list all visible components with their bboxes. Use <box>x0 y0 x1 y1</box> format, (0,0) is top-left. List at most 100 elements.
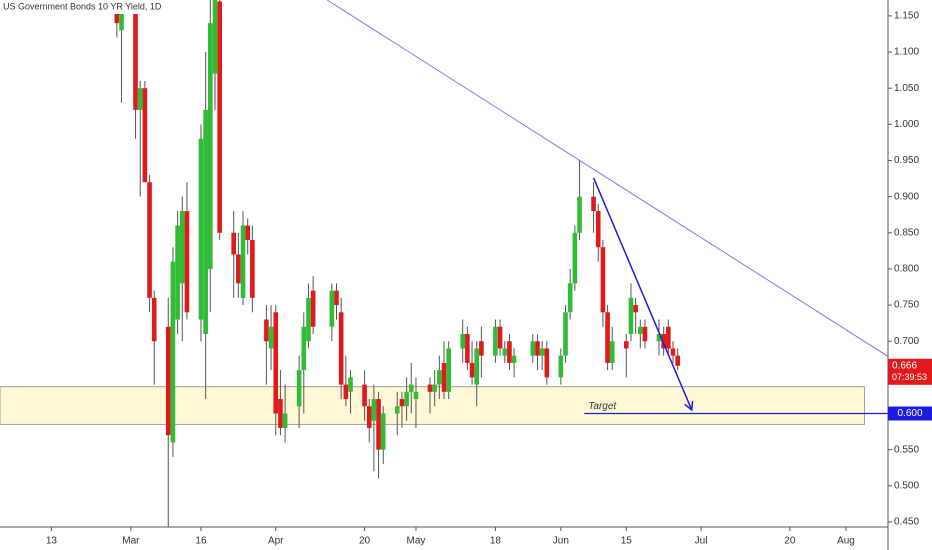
candle-body <box>675 355 680 366</box>
x-tick-label: 18 <box>490 536 502 547</box>
candle-body <box>203 109 208 334</box>
candle-body <box>479 341 484 356</box>
y-tick-label: 1.050 <box>894 83 919 94</box>
candle-body <box>600 247 606 313</box>
candle-body <box>273 312 279 414</box>
candle-body <box>591 196 596 212</box>
candle-body <box>394 406 400 414</box>
candle-body <box>212 0 218 74</box>
target-price-label: 0.600 <box>897 408 922 419</box>
candle-body <box>310 290 316 327</box>
candle-body <box>637 326 643 334</box>
candle-body <box>437 370 442 385</box>
candle-body <box>413 391 419 400</box>
candle-body <box>656 333 662 342</box>
candle-body <box>371 399 377 421</box>
x-tick-label: 13 <box>46 536 58 547</box>
candle-body <box>264 319 269 342</box>
x-tick-label: Jul <box>695 536 708 547</box>
candle-body <box>151 297 157 342</box>
candle-body <box>170 261 176 443</box>
candle-body <box>661 333 666 349</box>
y-tick-label: 0.950 <box>894 155 919 166</box>
candle-body <box>165 326 171 436</box>
candle-body <box>362 384 367 407</box>
title-bg <box>0 0 138 14</box>
candle-body <box>179 211 185 284</box>
y-tick-label: 1.000 <box>894 119 919 130</box>
candle-body <box>460 333 465 349</box>
x-tick-label: 15 <box>621 536 633 547</box>
y-tick-label: 0.750 <box>894 300 919 311</box>
y-tick-label: 0.900 <box>894 191 919 202</box>
candle-body <box>605 312 610 363</box>
chart-title: US Government Bonds 10 YR Yield, 1D <box>3 1 162 11</box>
candle-body <box>119 8 124 31</box>
y-tick-label: 1.150 <box>894 11 919 22</box>
x-tick-label: May <box>407 536 426 547</box>
candle-body <box>175 225 180 320</box>
y-tick-label: 1.100 <box>894 47 919 58</box>
arrow <box>592 177 693 411</box>
candle-body <box>465 333 470 363</box>
y-tick-label: 0.500 <box>894 480 919 491</box>
candle-body <box>577 196 582 233</box>
candle-body <box>567 283 573 313</box>
candle-body <box>343 384 349 400</box>
candle-body <box>301 326 307 371</box>
candle-body <box>441 362 447 392</box>
candle-body <box>469 362 475 378</box>
x-tick-label: 20 <box>359 536 371 547</box>
candle-body <box>198 138 204 320</box>
candle-body <box>240 225 246 298</box>
candle-body <box>558 355 564 378</box>
candle-body <box>609 341 615 363</box>
candle-body <box>670 348 676 356</box>
candle-body <box>366 406 372 428</box>
last-price-box <box>888 358 932 385</box>
candle-body <box>507 341 512 363</box>
candle-body <box>376 399 381 450</box>
x-tick-label: Apr <box>268 536 284 547</box>
plot-area <box>0 0 888 527</box>
candle-body <box>511 355 517 363</box>
candle-body <box>231 232 236 255</box>
candle-body <box>474 348 480 385</box>
candle-body <box>348 377 353 392</box>
candle-body <box>236 254 241 284</box>
y-tick-label: 0.800 <box>894 264 919 275</box>
candle-body <box>493 326 498 356</box>
candle-body <box>642 326 648 342</box>
candle-body <box>217 1 222 233</box>
candle-body <box>334 290 339 306</box>
arrow-head <box>684 400 694 412</box>
x-tick-label: Mar <box>122 536 140 547</box>
candle-body <box>633 305 638 313</box>
x-tick-label: 16 <box>195 536 207 547</box>
candle-body <box>245 225 251 241</box>
candle-body <box>427 384 433 392</box>
candle-body <box>208 23 213 269</box>
candle-body <box>535 341 540 356</box>
trendline <box>326 0 888 357</box>
y-tick-label: 0.850 <box>894 227 919 238</box>
y-tick-label: 0.700 <box>894 336 919 347</box>
x-tick-label: Aug <box>837 536 855 547</box>
y-tick-label: 0.550 <box>894 444 919 455</box>
candle-body <box>268 326 274 349</box>
candle-body <box>184 211 190 313</box>
support-zone <box>0 386 866 425</box>
candle-body <box>329 290 335 327</box>
candle-body <box>502 348 508 356</box>
candle-body <box>142 88 148 183</box>
candle-body <box>137 88 143 110</box>
candle-body <box>338 312 344 385</box>
candle-body <box>408 384 414 392</box>
candle-body <box>539 348 545 356</box>
x-tick-label: Jun <box>553 536 569 547</box>
candle-body <box>595 211 601 248</box>
candle-body <box>133 8 138 110</box>
candle-body <box>278 399 283 428</box>
candle-body <box>282 413 288 428</box>
candle-body <box>572 232 578 284</box>
